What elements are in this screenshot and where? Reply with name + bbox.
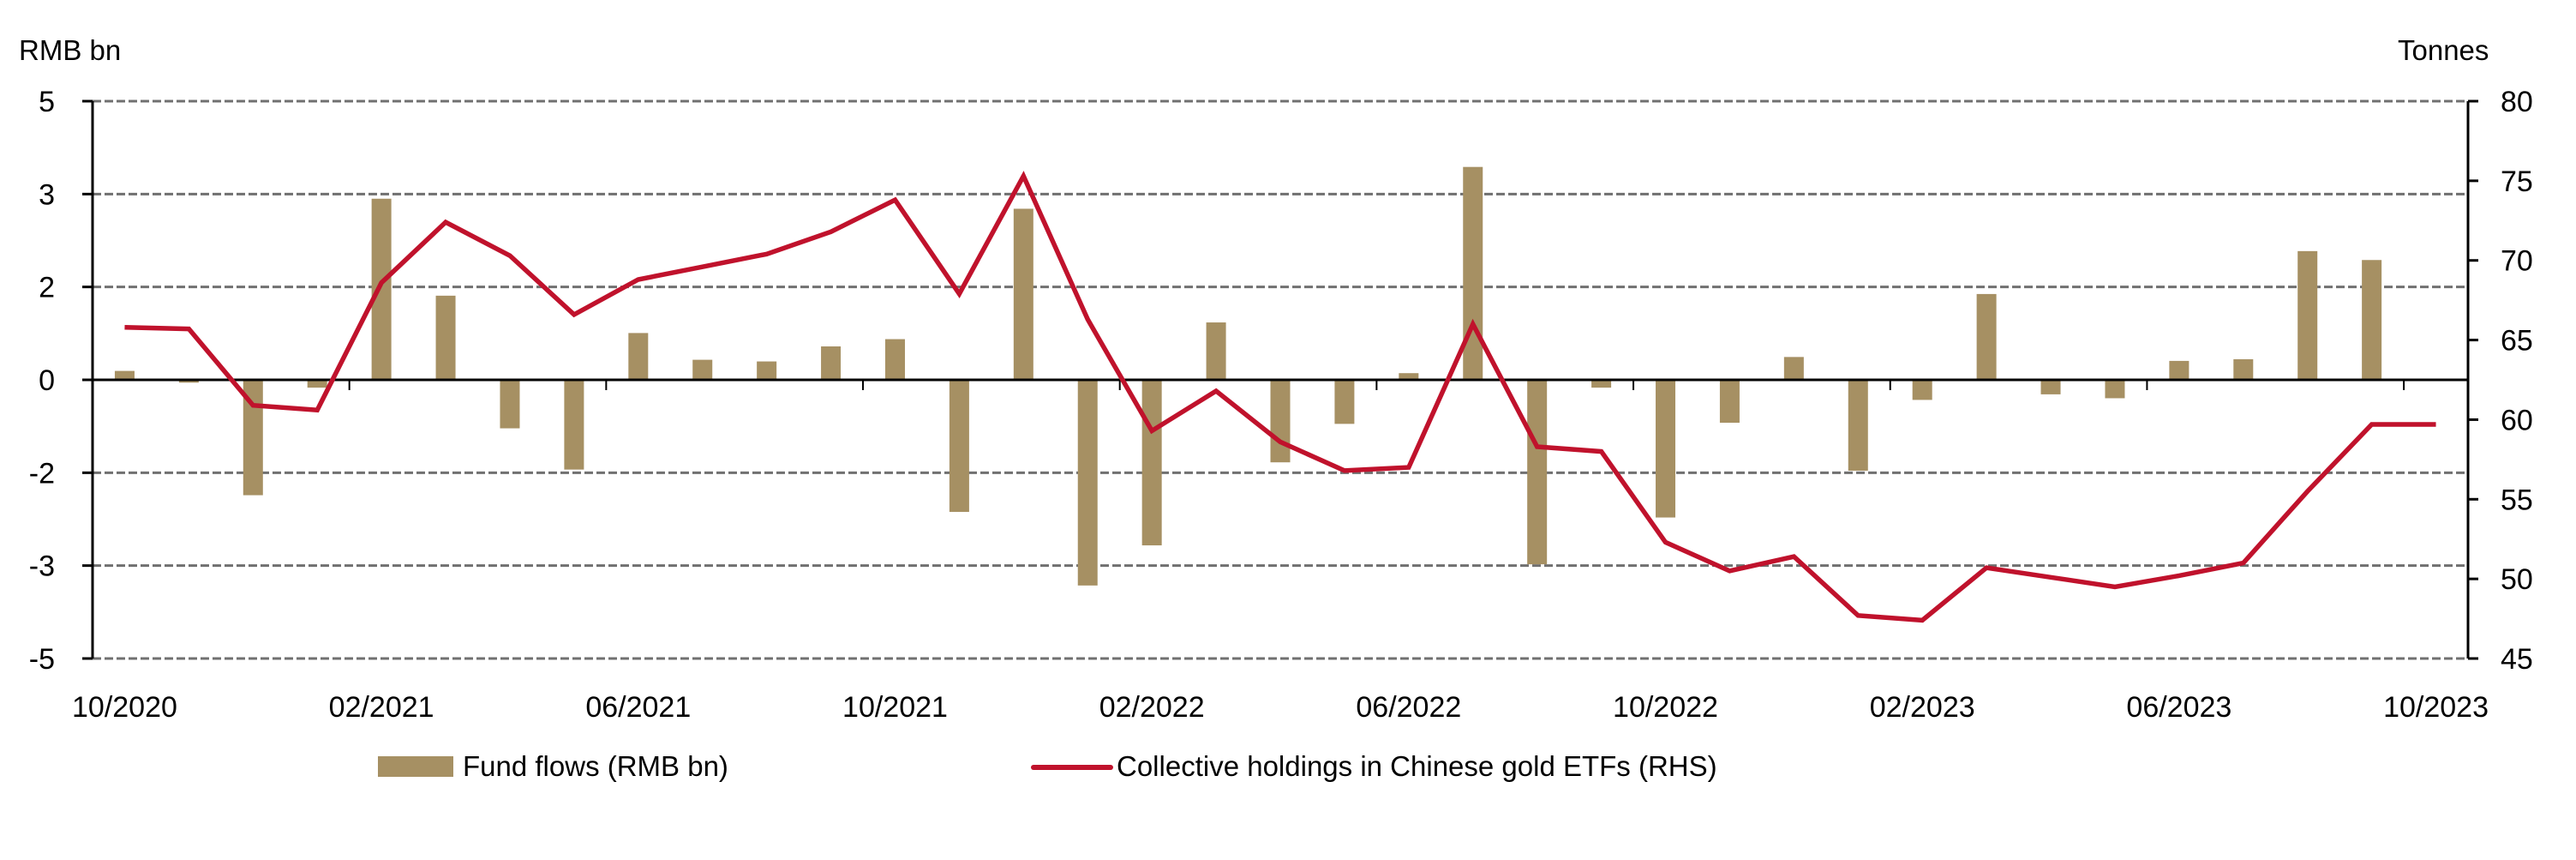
legend-label-line: Collective holdings in Chinese gold ETFs… <box>1117 750 1717 782</box>
x-tick-label: 06/2022 <box>1356 691 1461 724</box>
legend-label-bar: Fund flows (RMB bn) <box>463 750 728 782</box>
bar-08/2021 <box>757 361 777 380</box>
left-axis-label: RMB bn <box>19 34 121 66</box>
bar-06/2022 <box>1399 373 1419 380</box>
bar-04/2022 <box>1270 380 1291 463</box>
tick-labels: 5 3 2 0 -2 -3 -5 80 75 70 65 60 55 50 45 10/2020 02/2021… <box>29 86 2533 724</box>
x-tick-label: 02/2022 <box>1099 691 1205 724</box>
x-tick-label: 02/2021 <box>329 691 434 724</box>
bar-06/2021 <box>628 333 649 380</box>
right-tick-label: 60 <box>2501 404 2533 436</box>
left-tick-label: 3 <box>39 178 55 211</box>
bar-04/2023 <box>2040 380 2061 394</box>
left-tick-label: 0 <box>39 364 55 397</box>
right-tick-label: 65 <box>2501 325 2533 358</box>
bar-05/2022 <box>1334 380 1355 424</box>
x-tick-label: 06/2021 <box>585 691 691 724</box>
bar-11/2022 <box>1719 380 1740 424</box>
left-tick-label: 5 <box>39 86 55 118</box>
bar-07/2023 <box>2233 358 2254 380</box>
bar-08/2022 <box>1527 380 1548 565</box>
bar-10/2021 <box>884 339 905 380</box>
bar-02/2022 <box>1141 380 1162 546</box>
axes <box>82 99 2478 660</box>
bar-02/2021 <box>371 198 392 380</box>
right-tick-label: 50 <box>2501 563 2533 596</box>
right-tick-label: 75 <box>2501 165 2533 198</box>
bar-09/2023 <box>2362 260 2382 380</box>
bar-08/2023 <box>2297 250 2318 380</box>
x-tick-label: 06/2023 <box>2126 691 2232 724</box>
bar-01/2022 <box>1077 380 1098 586</box>
bar-03/2022 <box>1206 322 1226 380</box>
x-tick-label: 02/2023 <box>1870 691 1975 724</box>
gridlines <box>93 99 2468 660</box>
left-tick-label: -3 <box>29 550 55 583</box>
right-axis-label: Tonnes <box>2398 34 2489 66</box>
x-tick-label: 10/2022 <box>1613 691 1718 724</box>
bar-03/2021 <box>435 295 456 380</box>
bar-09/2022 <box>1591 380 1612 388</box>
line-series <box>124 171 2436 623</box>
bar-04/2021 <box>500 380 520 429</box>
left-tick-label: -5 <box>29 643 55 676</box>
bar-11/2020 <box>178 380 199 383</box>
bar-03/2023 <box>1976 293 1997 380</box>
x-tick-label: 10/2021 <box>842 691 948 724</box>
bar-01/2023 <box>1848 380 1868 471</box>
left-tick-label: -2 <box>29 457 55 490</box>
bar-11/2021 <box>949 380 969 513</box>
left-tick-label: 2 <box>39 272 55 304</box>
bar-05/2023 <box>2105 380 2125 399</box>
bar-12/2021 <box>1013 208 1033 380</box>
right-tick-label: 70 <box>2501 245 2533 278</box>
right-tick-label: 80 <box>2501 86 2533 118</box>
bar-12/2022 <box>1783 357 1804 380</box>
bar-series <box>114 166 2447 586</box>
bar-12/2020 <box>243 380 263 496</box>
bar-10/2020 <box>114 370 135 380</box>
bar-09/2021 <box>821 346 842 380</box>
bar-07/2022 <box>1463 166 1483 380</box>
x-tick-label: 10/2023 <box>2383 691 2489 724</box>
right-tick-label: 55 <box>2501 484 2533 516</box>
bar-05/2021 <box>564 380 584 470</box>
bar-10/2022 <box>1656 380 1676 518</box>
bar-06/2023 <box>2169 360 2190 380</box>
right-tick-label: 45 <box>2501 643 2533 676</box>
legend-swatch-bar <box>378 756 453 777</box>
bar-07/2021 <box>692 359 713 380</box>
bar-02/2023 <box>1912 380 1932 400</box>
x-tick-label: 10/2020 <box>72 691 177 724</box>
bar-01/2021 <box>307 380 327 388</box>
legend: Fund flows (RMB bn) Collective holdings … <box>378 750 1717 782</box>
